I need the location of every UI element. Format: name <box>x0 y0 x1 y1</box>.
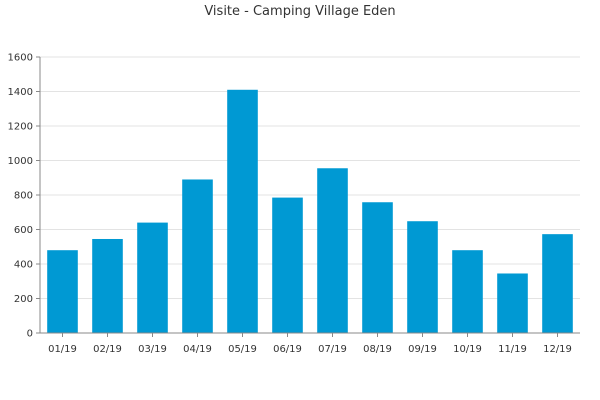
bar <box>317 168 348 333</box>
x-tick-label: 03/19 <box>138 344 167 355</box>
x-tick-label: 06/19 <box>273 344 302 355</box>
bar <box>272 197 303 333</box>
x-tick-label: 11/19 <box>498 344 527 355</box>
bar <box>497 273 528 333</box>
bar <box>452 250 483 333</box>
y-tick-label: 1400 <box>8 87 33 98</box>
bar <box>407 221 438 333</box>
x-tick-label: 10/19 <box>453 344 482 355</box>
y-tick-label: 600 <box>14 225 33 236</box>
bar <box>92 238 123 333</box>
y-tick-label: 1000 <box>8 156 33 167</box>
y-tick-label: 1600 <box>8 53 33 64</box>
chart-title: Visite - Camping Village Eden <box>204 4 396 19</box>
x-tick-label: 01/19 <box>48 344 77 355</box>
y-tick-label: 800 <box>14 191 33 202</box>
bar <box>47 250 78 333</box>
x-tick-label: 04/19 <box>183 344 212 355</box>
y-tick-label: 1200 <box>8 122 33 133</box>
x-tick-label: 12/19 <box>543 344 572 355</box>
x-tick-label: 09/19 <box>408 344 437 355</box>
bar <box>227 89 258 334</box>
bar <box>137 222 168 333</box>
x-tick-label: 02/19 <box>93 344 122 355</box>
y-tick-label: 0 <box>27 329 33 340</box>
y-tick-label: 200 <box>14 294 33 305</box>
bar <box>542 234 573 333</box>
x-tick-label: 07/19 <box>318 344 347 355</box>
y-tick-label: 400 <box>14 260 33 271</box>
bar <box>182 179 213 333</box>
bar <box>362 202 393 333</box>
x-tick-label: 08/19 <box>363 344 392 355</box>
x-tick-label: 05/19 <box>228 344 257 355</box>
